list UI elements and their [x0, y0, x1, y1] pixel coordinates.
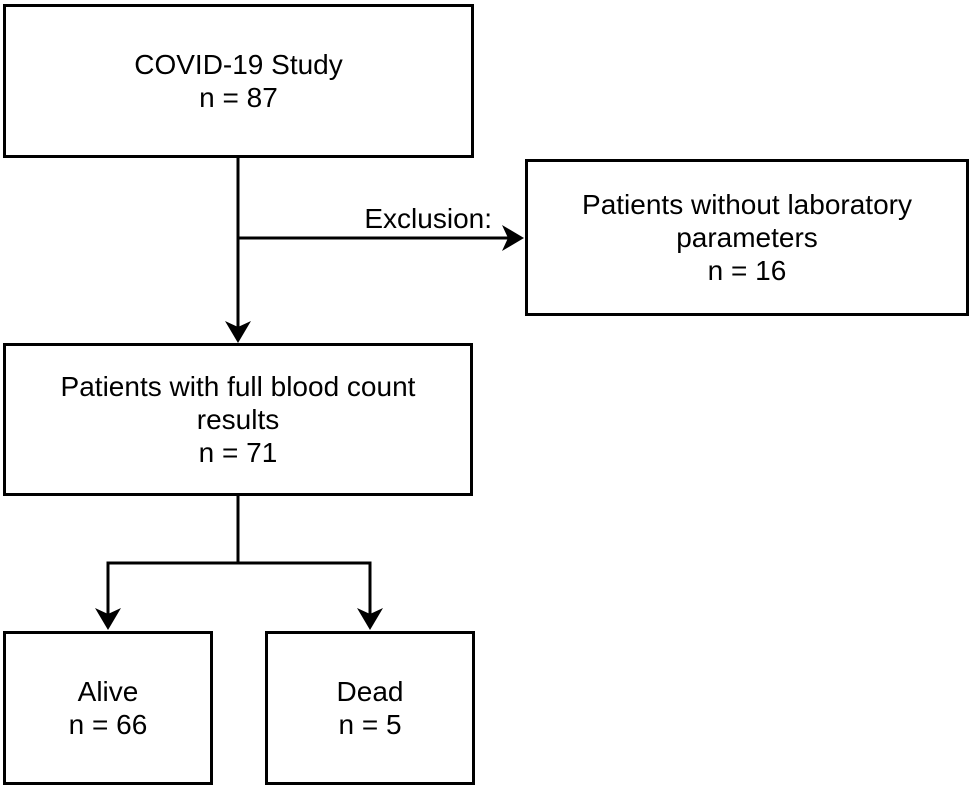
node-covid-study-count: n = 87	[199, 82, 278, 113]
node-dead-count: n = 5	[338, 709, 402, 740]
node-dead: Dead n = 5	[265, 631, 475, 785]
arrowhead-down-alive-icon	[95, 608, 121, 630]
arrowhead-down-fbc-icon	[225, 321, 251, 343]
node-covid-study: COVID-19 Study n = 87	[3, 4, 474, 158]
node-covid-study-title: COVID-19 Study	[134, 49, 343, 80]
arrowhead-down-dead-icon	[357, 608, 383, 630]
node-full-blood-count: Patients with full blood count results n…	[3, 343, 473, 496]
node-excluded-line2: parameters	[676, 222, 818, 253]
edge-label-exclusion: Exclusion:	[290, 202, 492, 235]
node-alive: Alive n = 66	[3, 631, 213, 785]
node-dead-title: Dead	[336, 676, 404, 707]
node-alive-count: n = 66	[68, 709, 148, 740]
node-excluded-line1: Patients without laboratory	[582, 189, 912, 220]
arrowhead-right-excluded-icon	[502, 225, 524, 251]
node-fbc-line2: results	[196, 404, 280, 435]
node-excluded-patients: Patients without laboratory parameters n…	[525, 159, 969, 316]
node-alive-title: Alive	[77, 676, 139, 707]
node-excluded-count: n = 16	[707, 255, 787, 286]
node-fbc-count: n = 71	[198, 437, 278, 468]
node-fbc-line1: Patients with full blood count	[60, 371, 416, 402]
